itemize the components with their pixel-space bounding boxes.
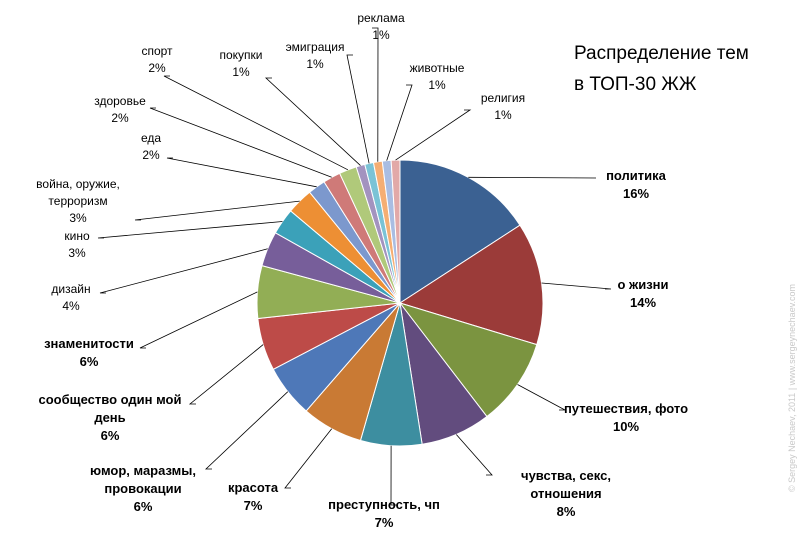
leader-line [149, 107, 332, 178]
leader-line [139, 291, 258, 349]
slice-label: о жизни 14% [617, 277, 668, 310]
slice-label: покупки 1% [219, 48, 262, 79]
slice-label: спорт 2% [141, 44, 173, 75]
slice-label: преступность, чп 7% [328, 497, 440, 530]
leader-line [97, 221, 283, 239]
slice-label: красота 7% [228, 480, 279, 513]
slice-label: религия 1% [481, 91, 525, 122]
leader-line [541, 282, 612, 290]
slice-label: чувства, секс, отношения 8% [521, 468, 611, 519]
slice-label: эмиграция 1% [286, 40, 345, 71]
slice-label: здоровье 2% [94, 94, 146, 125]
slice-label: дизайн 4% [51, 282, 90, 313]
slice-label: реклама 1% [357, 11, 405, 42]
leader-line [284, 428, 333, 489]
pie-slice [390, 159, 401, 304]
pie-slice [399, 159, 521, 304]
slice-label: сообщество один мой день 6% [39, 392, 182, 443]
leader-line [99, 248, 268, 294]
slice-label: еда 2% [141, 131, 161, 162]
leader-line [166, 157, 317, 188]
leader-line [517, 384, 566, 411]
pie-slice [398, 224, 544, 346]
leader-line [372, 27, 379, 162]
slice-label: путешествия, фото 10% [564, 401, 688, 434]
slice-labels: политика 16% о жизни 14% путешествия, фото 10… [36, 11, 688, 530]
leader-line [188, 344, 264, 405]
leader-line [264, 77, 361, 166]
watermark: © Sergey Nechaev, 2011 | www.sergeynecha… [787, 283, 797, 493]
pie-slice [398, 302, 538, 418]
slice-label: кино 3% [64, 229, 90, 260]
pie-slices [256, 159, 544, 447]
leader-line [163, 75, 349, 171]
leader-line [386, 84, 413, 161]
leader-line [455, 434, 493, 476]
chart-title: Распределение тем в ТОП-30 ЖЖ [574, 43, 749, 95]
leader-line [395, 109, 472, 161]
slice-label: животные 1% [410, 61, 465, 92]
leader-line [134, 200, 300, 221]
slice-label: политика 16% [606, 168, 667, 201]
leader-lines [97, 27, 612, 506]
leader-line [468, 176, 597, 179]
leader-line [204, 391, 289, 470]
slice-label: юмор, маразмы, провокации 6% [90, 463, 196, 514]
leader-line [346, 54, 370, 164]
slice-label: война, оружие, терроризм 3% [36, 177, 120, 225]
slice-label: знаменитости 6% [44, 336, 134, 369]
leader-line [390, 445, 397, 506]
